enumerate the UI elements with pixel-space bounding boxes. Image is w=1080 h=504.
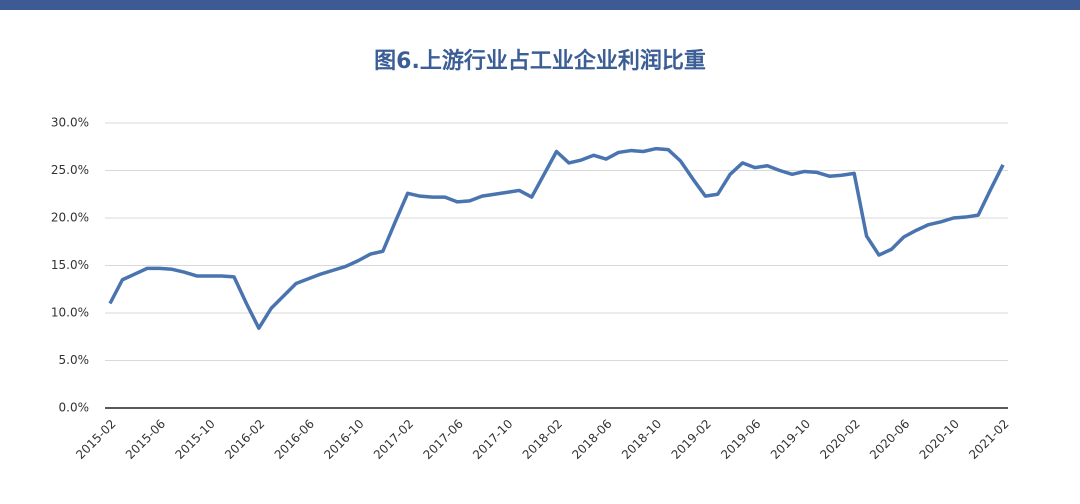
line-series [108, 146, 1005, 330]
x-tick-label: 2015-06 [123, 417, 168, 462]
y-tick-label: 5.0% [59, 353, 90, 367]
y-tick-label: 0.0% [59, 401, 90, 415]
chart-title: 图6.上游行业占工业企业利润比重 [374, 48, 706, 74]
x-tick-label: 2015-02 [73, 417, 118, 462]
x-tick-label: 2020-06 [867, 417, 912, 462]
x-tick-label: 2020-10 [917, 417, 962, 462]
y-tick-label: 10.0% [51, 306, 89, 320]
y-tick-label: 20.0% [51, 211, 89, 225]
x-tick-label: 2020-02 [817, 417, 862, 462]
x-tick-label: 2016-10 [321, 417, 366, 462]
x-tick-label: 2019-06 [718, 417, 763, 462]
x-tick-label: 2017-02 [371, 417, 416, 462]
x-tick-label: 2018-02 [520, 417, 565, 462]
x-tick-label: 2016-02 [222, 417, 267, 462]
x-tick-label: 2017-10 [470, 417, 515, 462]
y-tick-label: 15.0% [51, 258, 89, 272]
x-tick-label: 2018-10 [619, 417, 664, 462]
y-tick-label: 25.0% [51, 163, 89, 177]
x-tick-label: 2017-06 [421, 417, 466, 462]
x-tick-label: 2019-10 [768, 417, 813, 462]
x-tick-label: 2019-02 [669, 417, 714, 462]
top-band [0, 0, 1080, 10]
x-tick-label: 2021-02 [966, 417, 1011, 462]
y-tick-label: 30.0% [51, 116, 89, 130]
x-tick-label: 2018-06 [569, 417, 614, 462]
x-tick-label: 2016-06 [272, 417, 317, 462]
x-tick-label: 2015-10 [172, 417, 217, 462]
